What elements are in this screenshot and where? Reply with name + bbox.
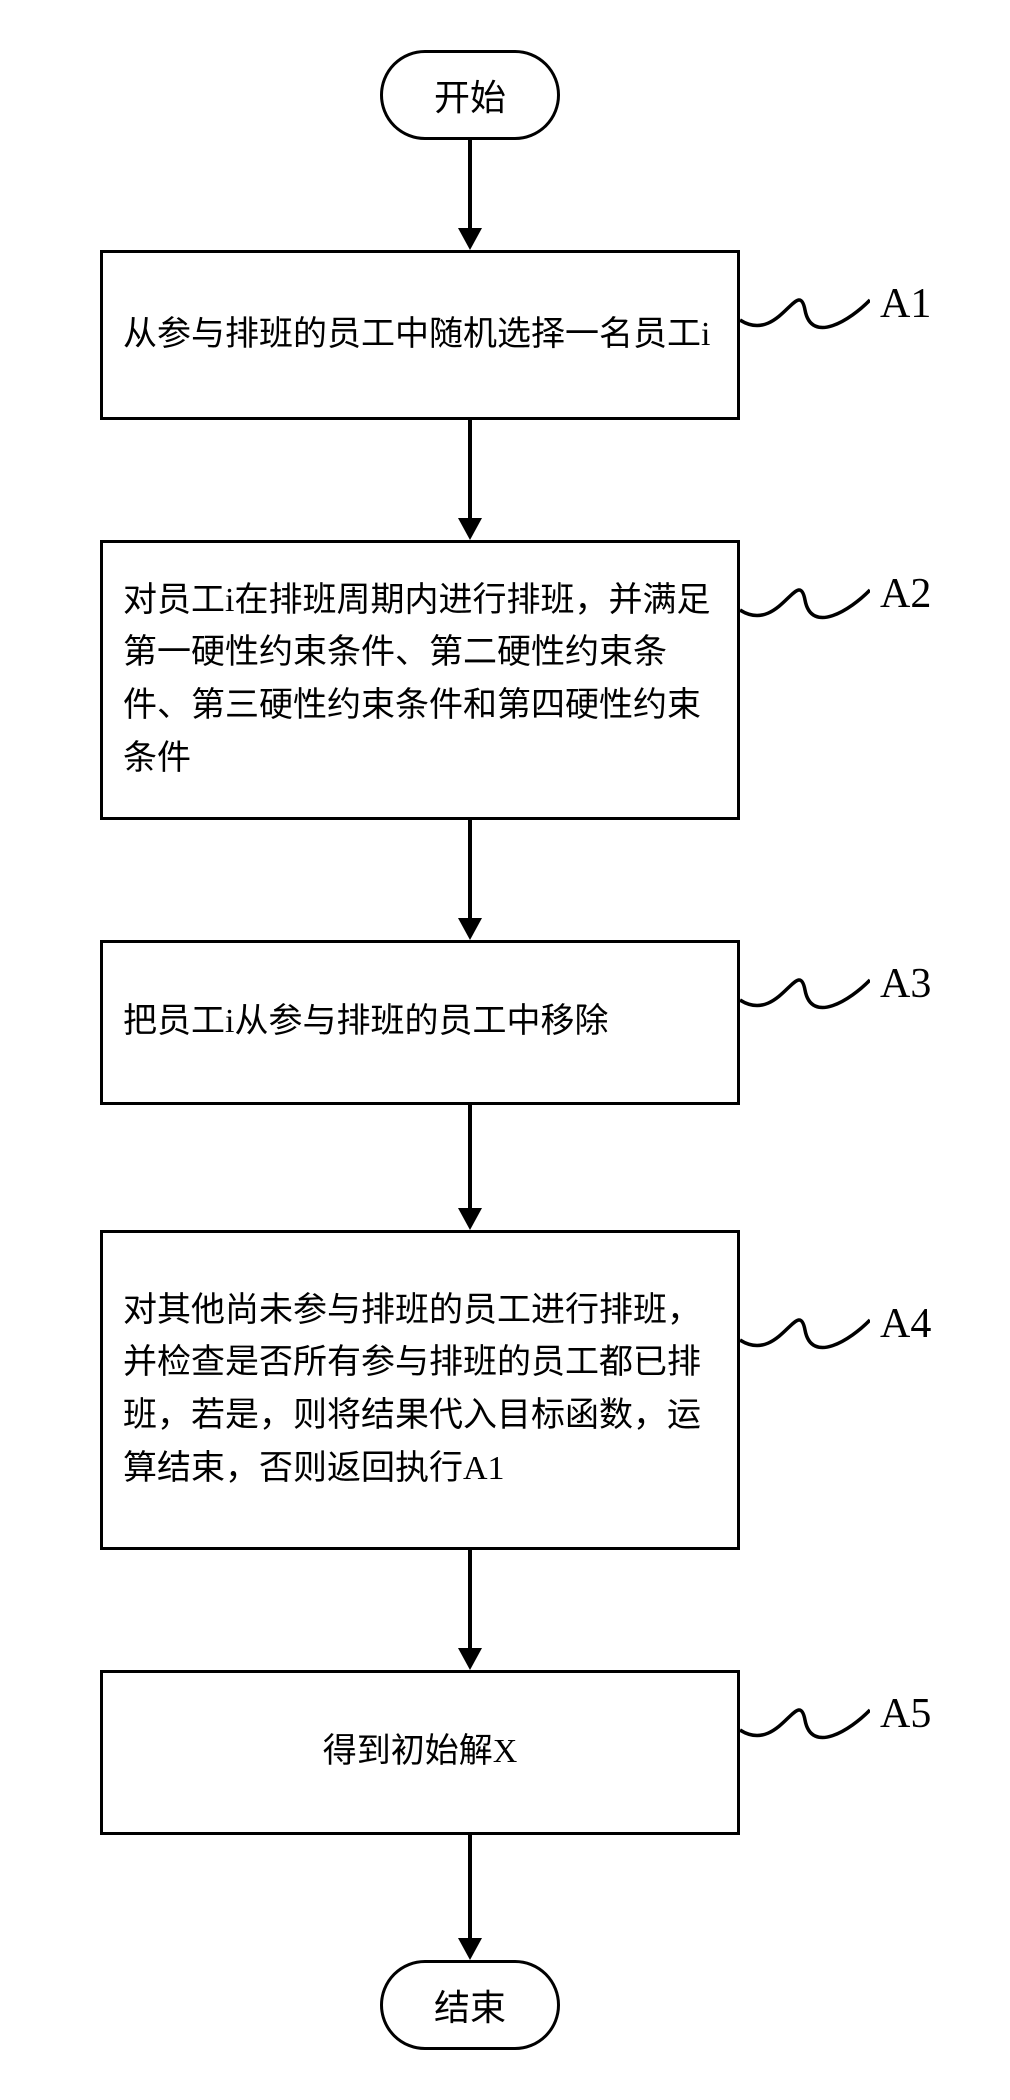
label-A4: A4 bbox=[880, 1300, 931, 1348]
label-A5: A5 bbox=[880, 1690, 931, 1738]
label-A3: A3 bbox=[880, 960, 931, 1008]
connector-0 bbox=[740, 280, 870, 340]
arrow-1 bbox=[468, 420, 472, 520]
step-A2: 对员工i在排班周期内进行排班，并满足第一硬性约束条件、第二硬性约束条件、第三硬性… bbox=[100, 540, 740, 820]
terminal-start: 开始 bbox=[380, 50, 560, 140]
label-A1: A1 bbox=[880, 280, 931, 328]
connector-3 bbox=[740, 1300, 870, 1360]
terminal-start-label: 开始 bbox=[434, 69, 506, 121]
step-A3-text: 把员工i从参与排班的员工中移除 bbox=[123, 996, 608, 1049]
arrow-head-4 bbox=[458, 1648, 482, 1670]
step-A1-text: 从参与排班的员工中随机选择一名员工i bbox=[123, 309, 710, 362]
connector-4 bbox=[740, 1690, 870, 1750]
terminal-end-label: 结束 bbox=[434, 1979, 506, 2031]
arrow-3 bbox=[468, 1105, 472, 1210]
step-A5-text: 得到初始解X bbox=[123, 1726, 717, 1779]
step-A4: 对其他尚未参与排班的员工进行排班，并检查是否所有参与排班的员工都已排班，若是，则… bbox=[100, 1230, 740, 1550]
arrow-head-1 bbox=[458, 518, 482, 540]
arrow-head-2 bbox=[458, 918, 482, 940]
flowchart-canvas: 开始结束 从参与排班的员工中随机选择一名员工i A1 对员工i在排班周期内进行排班，并… bbox=[0, 0, 1010, 2100]
connector-1 bbox=[740, 570, 870, 630]
arrow-head-5 bbox=[458, 1938, 482, 1960]
arrow-5 bbox=[468, 1835, 472, 1940]
step-A2-text: 对员工i在排班周期内进行排班，并满足第一硬性约束条件、第二硬性约束条件、第三硬性… bbox=[123, 575, 717, 786]
arrow-head-0 bbox=[458, 228, 482, 250]
connector-2 bbox=[740, 960, 870, 1020]
step-A3: 把员工i从参与排班的员工中移除 bbox=[100, 940, 740, 1105]
step-A1: 从参与排班的员工中随机选择一名员工i bbox=[100, 250, 740, 420]
arrow-4 bbox=[468, 1550, 472, 1650]
arrow-0 bbox=[468, 140, 472, 230]
label-A2: A2 bbox=[880, 570, 931, 618]
terminal-end: 结束 bbox=[380, 1960, 560, 2050]
step-A5: 得到初始解X bbox=[100, 1670, 740, 1835]
arrow-2 bbox=[468, 820, 472, 920]
arrow-head-3 bbox=[458, 1208, 482, 1230]
step-A4-text: 对其他尚未参与排班的员工进行排班，并检查是否所有参与排班的员工都已排班，若是，则… bbox=[123, 1285, 717, 1496]
